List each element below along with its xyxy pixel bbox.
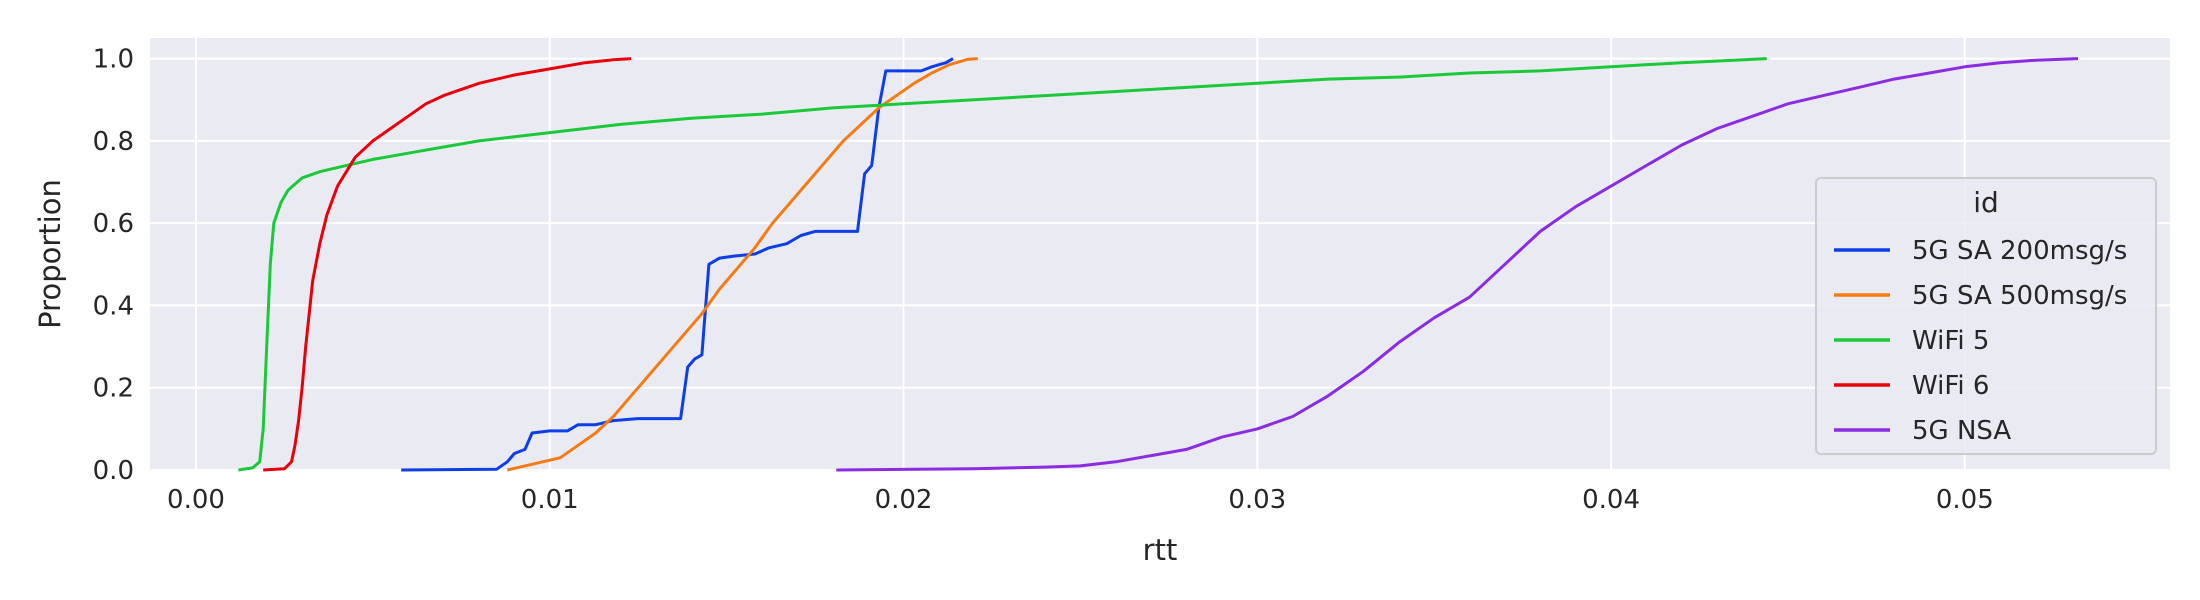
- legend-label: WiFi 5: [1912, 326, 1989, 356]
- x-tick-label: 0.03: [1228, 485, 1286, 515]
- y-tick-label: 0.8: [93, 127, 134, 157]
- series-line-3: [238, 57, 1767, 472]
- series-line-5: [836, 57, 2079, 472]
- series-line-1: [401, 57, 954, 472]
- legend-title: id: [1973, 186, 1999, 219]
- x-tick-label: 0.04: [1582, 485, 1640, 515]
- series-line-4: [263, 57, 632, 472]
- legend-box: [1815, 177, 2157, 455]
- legend: id 5G SA 200msg/s 5G SA 500msg/s WiFi 5 WiF…: [1815, 177, 2157, 455]
- y-tick-labels: 0.0 0.2 0.4 0.6 0.8 1.0: [93, 45, 134, 486]
- y-tick-label: 1.0: [93, 45, 134, 75]
- y-tick-label: 0.6: [93, 209, 134, 239]
- x-tick-label: 0.05: [1936, 485, 1994, 515]
- y-tick-label: 0.4: [93, 291, 134, 321]
- x-tick-label: 0.00: [167, 485, 225, 515]
- y-tick-label: 0.2: [93, 374, 134, 404]
- x-tick-label: 0.02: [875, 485, 933, 515]
- y-axis-label: Proportion: [33, 179, 67, 329]
- legend-label: 5G SA 500msg/s: [1912, 281, 2127, 311]
- legend-label: WiFi 6: [1912, 371, 1989, 401]
- y-tick-label: 0.0: [93, 456, 134, 486]
- legend-label: 5G SA 200msg/s: [1912, 236, 2127, 266]
- x-axis-label: rtt: [1143, 533, 1178, 567]
- x-tick-labels: 0.00 0.01 0.02 0.03 0.04 0.05: [167, 485, 1994, 515]
- legend-items: 5G SA 200msg/s 5G SA 500msg/s WiFi 5 WiFi 6…: [1834, 236, 2127, 446]
- legend-label: 5G NSA: [1912, 416, 2011, 446]
- series-line-2: [506, 57, 978, 472]
- x-tick-label: 0.01: [521, 485, 579, 515]
- series-lines: [238, 57, 2079, 472]
